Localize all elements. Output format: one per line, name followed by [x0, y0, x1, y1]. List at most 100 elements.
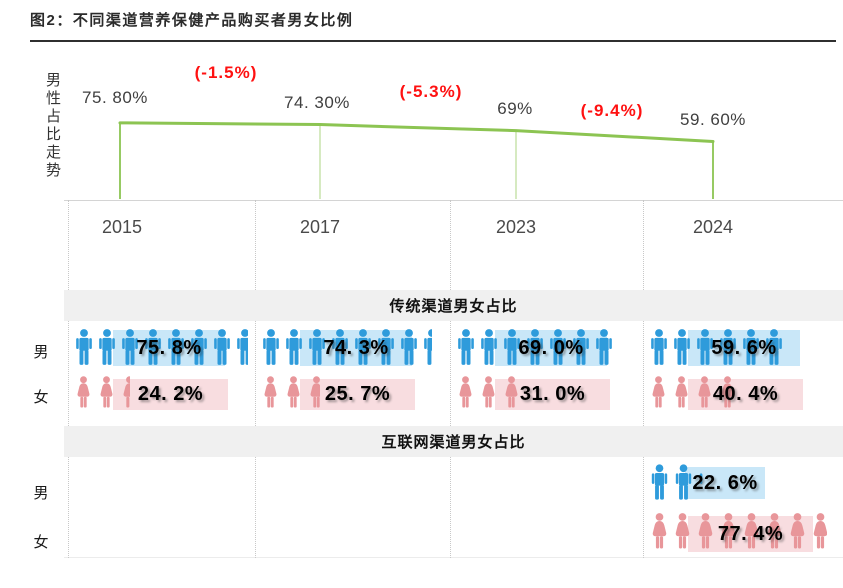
female-icon [77, 376, 90, 408]
female-icon [287, 376, 300, 408]
row-label-male-internet: 男 [33, 485, 49, 502]
female-icon [652, 376, 665, 408]
male-icon [766, 329, 782, 365]
male-icon [309, 329, 325, 365]
table-top-border [64, 200, 843, 201]
value-badge: 74. 3% [323, 336, 389, 359]
male-icon [743, 329, 759, 365]
female-icon [790, 513, 805, 549]
section-header-internet: 互联网渠道男女占比 [64, 426, 843, 457]
column-separator [255, 200, 256, 558]
female-icon [675, 513, 690, 549]
row-label-male-traditional: 男 [33, 344, 49, 361]
value-badge: 77. 4% [717, 522, 784, 545]
male-icon [481, 329, 497, 365]
value-badge: 31. 0% [519, 383, 586, 405]
change-annotation-2: (-5.3%) [399, 82, 463, 101]
male-icon [675, 464, 692, 500]
male-icon [651, 464, 668, 500]
year-header-2017: 2017 [299, 217, 341, 237]
table-bottom-border [64, 557, 843, 558]
male-icon [697, 329, 713, 365]
male-icon [573, 329, 589, 365]
female-value-highlight [113, 379, 228, 410]
point-label-2017: 74. 30% [284, 93, 350, 112]
row-label-female-internet: 女 [33, 534, 49, 551]
female-icon [482, 376, 495, 408]
female-icon [310, 376, 321, 408]
male-icon [263, 329, 279, 365]
y-axis-label: 男性占比走势 [44, 72, 61, 180]
male-icon-row [649, 464, 704, 500]
figure-title: 图2：不同渠道营养保健产品购买者男女比例 [30, 12, 354, 29]
point-label-2024: 59. 60% [680, 110, 746, 129]
male-icon [355, 329, 371, 365]
female-icon [698, 376, 711, 408]
female-icon [813, 513, 827, 549]
male-icon [424, 329, 432, 365]
female-icon [100, 376, 113, 408]
female-icon [264, 376, 277, 408]
male-icon [99, 329, 115, 365]
male-icon [550, 329, 566, 365]
male-icon [674, 329, 690, 365]
male-icon [596, 329, 612, 365]
male-icon [699, 473, 704, 499]
male-icon [651, 329, 667, 365]
male-icon-row [74, 328, 249, 366]
male-icon [214, 329, 230, 365]
value-badge: 40. 4% [712, 383, 779, 405]
female-icon [505, 376, 518, 408]
change-annotation-3: (-9.4%) [580, 101, 644, 120]
male-icon [191, 329, 207, 365]
value-badge: 69. 0% [518, 336, 584, 359]
value-badge: 75. 8% [136, 336, 202, 359]
male-icon [458, 329, 474, 365]
male-icon [168, 329, 184, 365]
female-icon-row [456, 376, 527, 410]
male-icon [527, 329, 543, 365]
male-value-highlight [685, 467, 765, 499]
male-icon-row [456, 328, 615, 366]
male-icon [76, 329, 92, 365]
male-icon [122, 329, 138, 365]
male-icon [286, 329, 302, 365]
female-icon [459, 376, 472, 408]
female-icon-row [649, 376, 742, 410]
column-separator [68, 200, 69, 558]
column-separator [450, 200, 451, 558]
female-icon-row [649, 511, 827, 553]
female-icon [721, 376, 734, 408]
male-icon [504, 329, 520, 365]
male-icon [720, 329, 736, 365]
female-icon-row [261, 376, 321, 410]
female-icon [744, 513, 759, 549]
female-icon [698, 513, 713, 549]
male-icon-row [649, 328, 786, 366]
title-divider [30, 40, 836, 42]
value-badge: 59. 6% [711, 336, 777, 359]
female-icon-row [74, 376, 130, 410]
year-header-2015: 2015 [101, 217, 143, 237]
year-header-2024: 2024 [692, 217, 734, 237]
male-icon-row [261, 328, 432, 366]
change-annotation-1: (-1.5%) [194, 63, 258, 82]
year-header-2023: 2023 [495, 217, 537, 237]
value-badge: 24. 2% [137, 383, 204, 405]
column-separator [643, 200, 644, 558]
female-icon [767, 513, 782, 549]
male-icon [378, 329, 394, 365]
row-label-female-traditional: 女 [33, 389, 49, 406]
female-icon [652, 513, 667, 549]
male-icon [401, 329, 417, 365]
male-icon [237, 329, 249, 365]
point-label-2023: 69% [497, 99, 533, 118]
point-label-2015: 75. 80% [82, 88, 148, 107]
value-badge: 22. 6% [692, 471, 758, 494]
value-badge: 25. 7% [324, 383, 391, 405]
male-icon [145, 329, 161, 365]
male-icon [332, 329, 348, 365]
female-icon [123, 376, 130, 408]
